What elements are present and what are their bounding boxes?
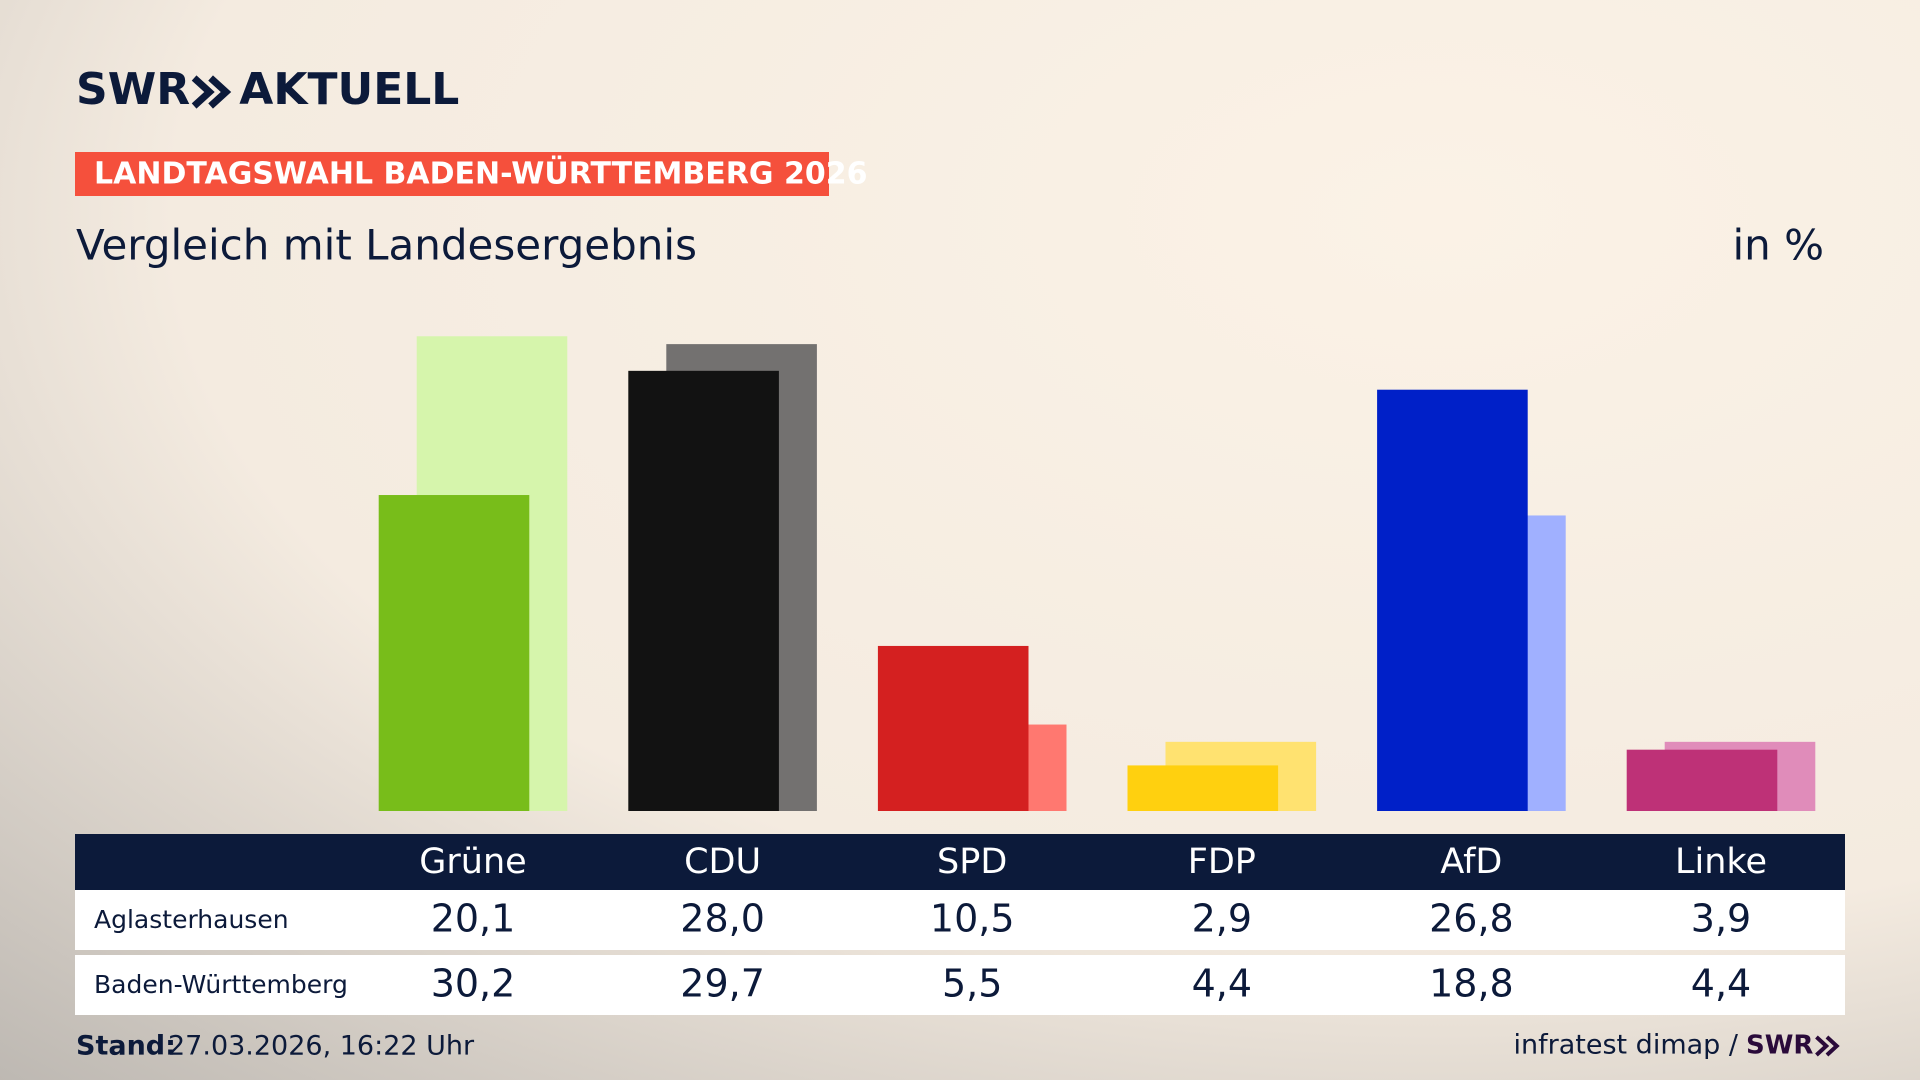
bar [1626,749,1778,811]
value-label: 18,8 [1429,962,1514,1006]
banner: LANDTAGSWAHL BADEN-WÜRTTEMBERG 2026 [94,155,867,192]
chevron [1825,1035,1840,1057]
bar [628,370,779,811]
brand-product: AKTUELL [239,64,459,115]
bar [378,495,530,811]
category-label: FDP [1188,842,1256,882]
table-row [75,955,1845,1015]
chart-title: Vergleich mit Landesergebnis [76,221,697,270]
value-label: 4,4 [1691,962,1751,1006]
category-label: Linke [1675,842,1767,882]
category-label: CDU [684,842,761,882]
row-label: Baden-Württemberg [94,970,348,999]
brand-name: SWR [76,64,190,115]
category-label: AfD [1440,842,1502,882]
footer-date: 27.03.2026, 16:22 Uhr [168,1031,475,1062]
bar [1127,765,1279,811]
bar [1377,389,1528,811]
value-label: 29,7 [680,962,765,1006]
chevron [191,75,215,109]
value-label: 4,4 [1192,962,1252,1006]
chevron [1815,1035,1830,1057]
table-header [75,834,1845,890]
value-label: 5,5 [942,962,1002,1006]
brand-chevrons [191,75,232,109]
source-chevrons [1815,1035,1840,1057]
table-row [75,890,1845,950]
source-brand: SWR [1746,1031,1813,1061]
value-label: 20,1 [431,897,516,941]
value-label: 26,8 [1429,897,1514,941]
value-label: 10,5 [930,897,1015,941]
category-label: SPD [937,842,1007,882]
source: infratest dimap / [1513,1030,1738,1061]
category-label: Grüne [419,842,526,882]
value-label: 3,9 [1691,897,1751,941]
footer-label: Stand: [76,1031,176,1062]
chevron [208,75,232,109]
bar [877,645,1029,811]
value-label: 28,0 [680,897,765,941]
unit: in % [1732,221,1824,270]
banner-bg [75,152,829,196]
value-label: 30,2 [431,962,516,1006]
row-label: Aglasterhausen [94,905,289,934]
value-label: 2,9 [1192,897,1252,941]
